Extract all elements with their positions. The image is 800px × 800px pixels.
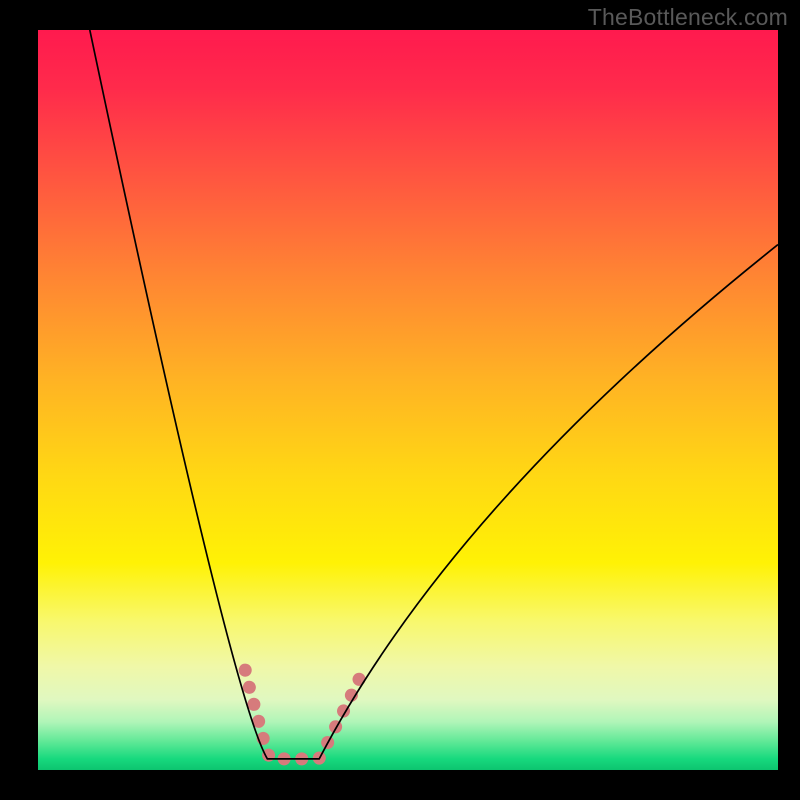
bottleneck-chart	[38, 30, 778, 770]
chart-background	[38, 30, 778, 770]
chart-frame: TheBottleneck.com	[0, 0, 800, 800]
watermark-text: TheBottleneck.com	[588, 4, 788, 31]
